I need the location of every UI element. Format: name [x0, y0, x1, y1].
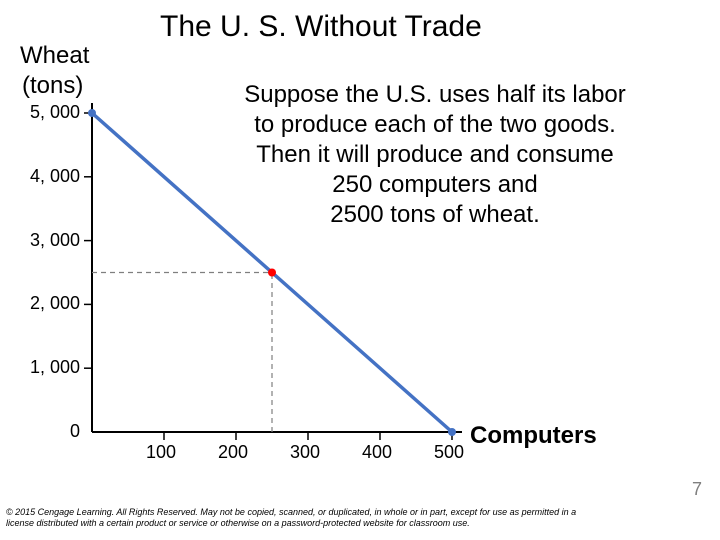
x-tick-label: 300: [290, 442, 320, 463]
x-axis-label: Computers: [470, 422, 597, 450]
x-tick-label: 500: [434, 442, 464, 463]
y-tick-label: 1, 000: [20, 357, 80, 378]
y-tick-label: 2, 000: [20, 293, 80, 314]
copyright-footer: © 2015 Cengage Learning. All Rights Rese…: [6, 507, 586, 528]
y-tick-label: 5, 000: [20, 102, 80, 123]
ppf-chart: [0, 0, 720, 540]
y-tick-label: 0: [20, 421, 80, 442]
y-tick-label: 4, 000: [20, 166, 80, 187]
x-tick-label: 100: [146, 442, 176, 463]
page-number: 7: [692, 479, 702, 500]
y-tick-label: 3, 000: [20, 230, 80, 251]
x-tick-label: 200: [218, 442, 248, 463]
x-tick-label: 400: [362, 442, 392, 463]
